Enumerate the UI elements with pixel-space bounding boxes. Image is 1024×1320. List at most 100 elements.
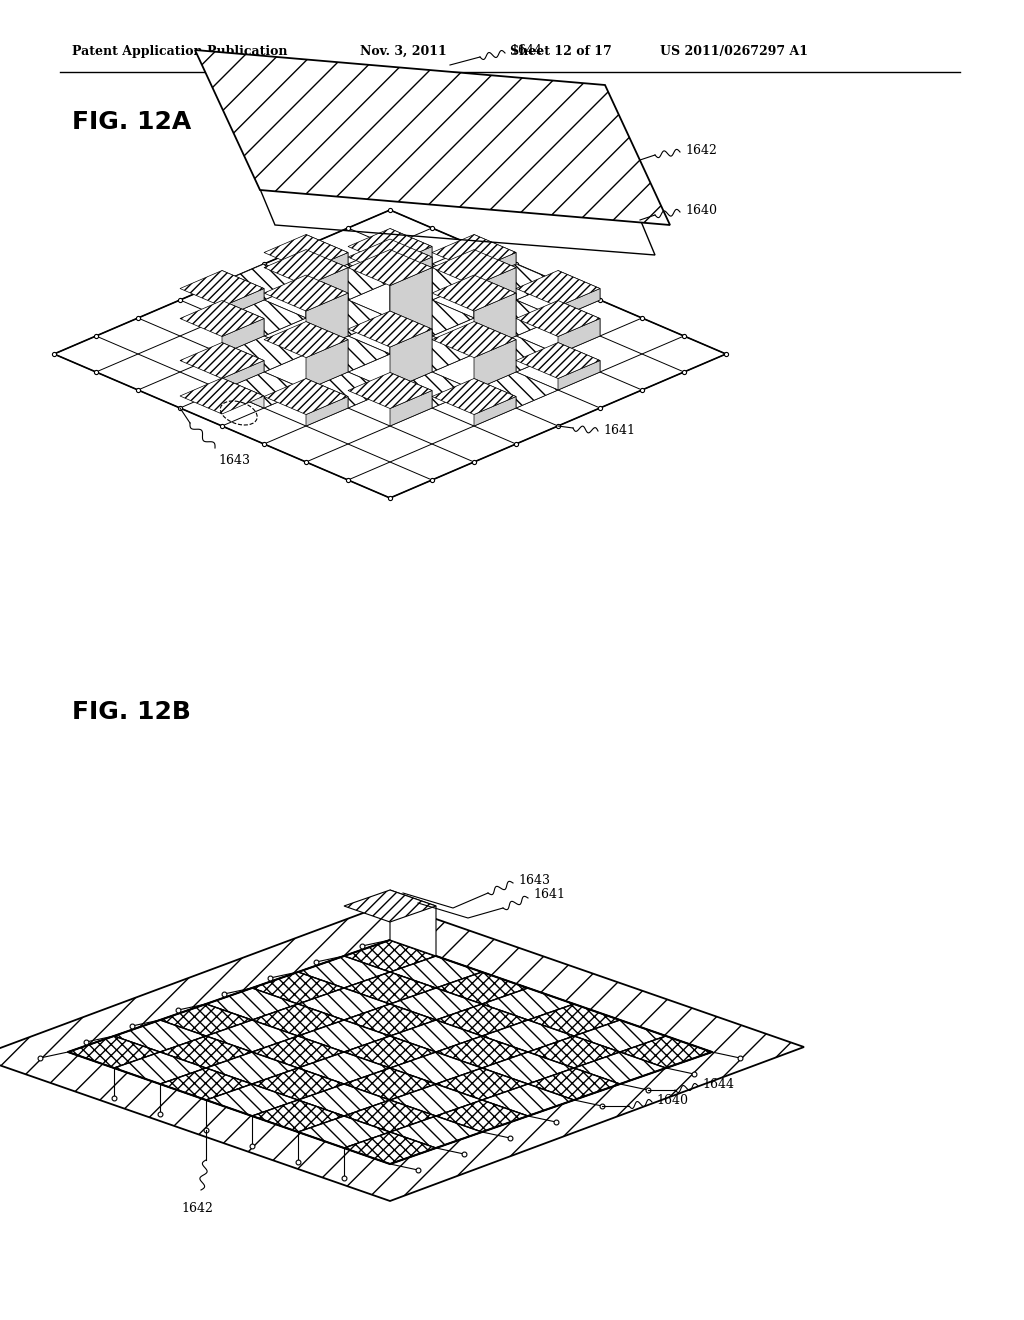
Polygon shape <box>474 252 516 282</box>
Polygon shape <box>482 987 574 1020</box>
Polygon shape <box>348 312 432 347</box>
Polygon shape <box>474 264 558 300</box>
Polygon shape <box>180 301 264 337</box>
Polygon shape <box>180 378 264 414</box>
Text: FIG. 12B: FIG. 12B <box>72 700 190 723</box>
Text: 1643: 1643 <box>518 874 550 887</box>
Text: 1644: 1644 <box>702 1077 734 1090</box>
Polygon shape <box>436 972 528 1005</box>
Polygon shape <box>252 1100 344 1133</box>
Polygon shape <box>306 252 348 282</box>
Polygon shape <box>474 396 516 426</box>
Polygon shape <box>298 1020 390 1052</box>
Polygon shape <box>436 1036 528 1068</box>
Polygon shape <box>180 271 264 306</box>
Polygon shape <box>298 1084 390 1115</box>
Polygon shape <box>348 239 432 275</box>
Polygon shape <box>348 372 432 408</box>
Polygon shape <box>558 342 600 372</box>
Polygon shape <box>528 1068 620 1100</box>
Polygon shape <box>390 1052 482 1084</box>
Polygon shape <box>114 1020 206 1052</box>
Polygon shape <box>390 264 474 300</box>
Polygon shape <box>160 1036 252 1068</box>
Polygon shape <box>344 1100 436 1133</box>
Text: Patent Application Publication: Patent Application Publication <box>72 45 288 58</box>
Polygon shape <box>344 1068 436 1100</box>
Polygon shape <box>558 360 600 389</box>
Polygon shape <box>390 257 432 318</box>
Polygon shape <box>222 300 306 337</box>
Polygon shape <box>574 1020 666 1052</box>
Polygon shape <box>222 342 264 372</box>
Polygon shape <box>390 268 432 354</box>
Text: Nov. 3, 2011: Nov. 3, 2011 <box>360 45 446 58</box>
Polygon shape <box>252 1005 344 1036</box>
Polygon shape <box>206 1020 298 1052</box>
Polygon shape <box>390 228 432 264</box>
Polygon shape <box>222 372 306 408</box>
Polygon shape <box>432 275 516 312</box>
Polygon shape <box>390 391 432 426</box>
Polygon shape <box>348 228 432 264</box>
Polygon shape <box>160 1068 252 1100</box>
Polygon shape <box>474 379 516 408</box>
Polygon shape <box>390 1084 482 1115</box>
Polygon shape <box>222 289 264 318</box>
Polygon shape <box>390 372 474 408</box>
Polygon shape <box>390 337 474 372</box>
Polygon shape <box>222 337 306 372</box>
Polygon shape <box>0 903 804 1201</box>
Text: 1640: 1640 <box>685 203 717 216</box>
Polygon shape <box>306 337 390 372</box>
Polygon shape <box>264 379 348 414</box>
Polygon shape <box>298 1052 390 1084</box>
Polygon shape <box>344 1036 436 1068</box>
Polygon shape <box>264 322 348 358</box>
Polygon shape <box>222 301 264 337</box>
Text: 1641: 1641 <box>534 888 565 902</box>
Text: FIG. 12A: FIG. 12A <box>72 110 191 135</box>
Polygon shape <box>344 972 436 1005</box>
Polygon shape <box>390 890 436 956</box>
Polygon shape <box>432 235 516 271</box>
Polygon shape <box>252 972 344 1005</box>
Polygon shape <box>222 360 264 389</box>
Polygon shape <box>390 372 432 408</box>
Polygon shape <box>344 1133 436 1164</box>
Polygon shape <box>222 378 264 408</box>
Polygon shape <box>558 318 600 354</box>
Polygon shape <box>474 249 516 300</box>
Polygon shape <box>264 235 348 271</box>
Text: Sheet 12 of 17: Sheet 12 of 17 <box>510 45 611 58</box>
Polygon shape <box>574 1052 666 1084</box>
Polygon shape <box>344 890 436 921</box>
Polygon shape <box>306 322 348 372</box>
Polygon shape <box>474 275 516 337</box>
Polygon shape <box>516 271 600 306</box>
Text: US 2011/0267297 A1: US 2011/0267297 A1 <box>660 45 808 58</box>
Polygon shape <box>306 249 348 300</box>
Polygon shape <box>68 1036 160 1068</box>
Polygon shape <box>482 1052 574 1084</box>
Polygon shape <box>222 318 264 354</box>
Polygon shape <box>390 329 432 389</box>
Polygon shape <box>390 247 432 282</box>
Text: 1644: 1644 <box>510 44 542 57</box>
Polygon shape <box>432 379 516 414</box>
Polygon shape <box>298 987 390 1020</box>
Polygon shape <box>390 312 432 372</box>
Text: 1640: 1640 <box>656 1093 688 1106</box>
Polygon shape <box>482 1084 574 1115</box>
Polygon shape <box>306 275 348 337</box>
Polygon shape <box>344 940 436 972</box>
Polygon shape <box>474 235 516 264</box>
Polygon shape <box>222 264 306 300</box>
Polygon shape <box>390 987 482 1020</box>
Text: 1642: 1642 <box>181 1201 213 1214</box>
Polygon shape <box>306 235 348 264</box>
Polygon shape <box>436 1005 528 1036</box>
Polygon shape <box>390 1020 482 1052</box>
Polygon shape <box>432 322 516 358</box>
Polygon shape <box>436 1068 528 1100</box>
